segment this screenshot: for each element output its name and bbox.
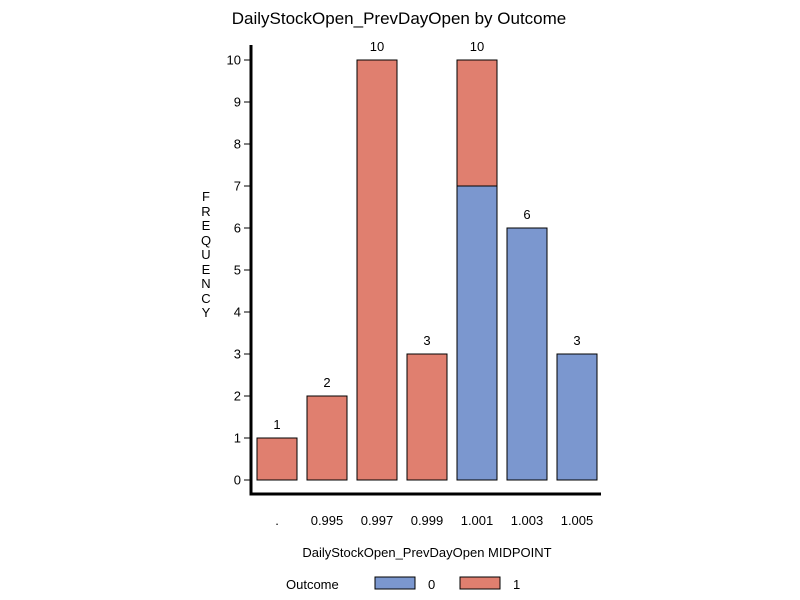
bar-total-label: 1: [273, 417, 280, 432]
bar-segment-outcome-1: [456, 59, 498, 187]
bar-total-label: 10: [470, 39, 484, 54]
bar-segment-outcome-1: [406, 353, 448, 481]
bar-total-label: 3: [573, 333, 580, 348]
y-tick-label: 8: [234, 137, 241, 152]
y-axis: 0 1 2 3 4 5 6 7 8 9 10: [227, 45, 253, 494]
bar-segment-outcome-0: [556, 353, 598, 481]
y-tick-label: 3: [234, 347, 241, 362]
legend-title: Outcome: [286, 577, 339, 592]
bars: 1 2 10 3 10 6 3: [256, 39, 598, 481]
x-tick-label: 0.995: [311, 513, 344, 528]
x-tick-label: 0.997: [361, 513, 394, 528]
y-tick-label: 5: [234, 263, 241, 278]
bar-total-label: 3: [423, 333, 430, 348]
bar-segment-outcome-1: [306, 395, 348, 481]
y-tick-label: 1: [234, 431, 241, 446]
bar-total-label: 2: [323, 375, 330, 390]
y-tick-label: 0: [234, 473, 241, 488]
legend-swatch-0: [374, 576, 416, 590]
bar-segment-outcome-1: [356, 59, 398, 481]
x-tick-label: 1.001: [461, 513, 494, 528]
y-tick-label: 7: [234, 179, 241, 194]
bar-total-label: 10: [370, 39, 384, 54]
legend-label-0: 0: [428, 577, 435, 592]
x-tick-label: 0.999: [411, 513, 444, 528]
bar-segment-outcome-0: [506, 227, 548, 481]
bar-segment-outcome-0: [456, 185, 498, 481]
y-tick-label: 10: [227, 53, 241, 68]
legend-label-1: 1: [513, 577, 520, 592]
x-tick-label: .: [275, 513, 279, 528]
y-tick-label: 4: [234, 305, 241, 320]
legend: Outcome 0 1: [286, 576, 520, 592]
y-tick-label: 9: [234, 95, 241, 110]
x-axis-label: DailyStockOpen_PrevDayOpen MIDPOINT: [302, 545, 551, 560]
y-tick-label: 6: [234, 221, 241, 236]
y-axis-label: FREQUENCY: [200, 189, 212, 320]
bar-total-label: 6: [523, 207, 530, 222]
chart-title: DailyStockOpen_PrevDayOpen by Outcome: [232, 9, 567, 28]
x-axis: . 0.995 0.997 0.999 1.001 1.003 1.005: [249, 492, 601, 528]
bar-segment-outcome-1: [256, 437, 298, 481]
y-tick-label: 2: [234, 389, 241, 404]
x-tick-label: 1.003: [511, 513, 544, 528]
x-tick-label: 1.005: [561, 513, 594, 528]
legend-swatch-1: [459, 576, 501, 590]
